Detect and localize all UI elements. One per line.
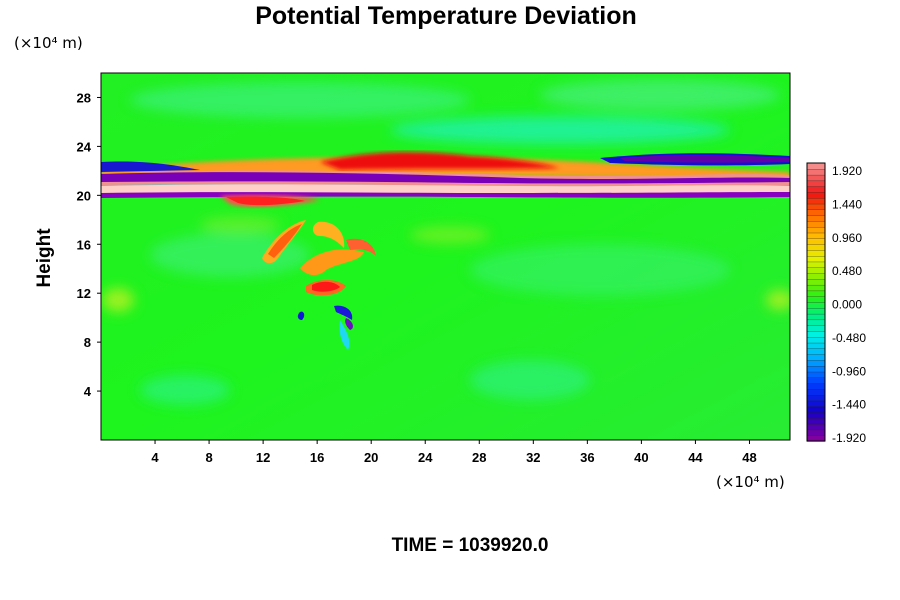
colorbar-swatch bbox=[806, 249, 826, 257]
x-tick-label: 20 bbox=[364, 450, 378, 465]
colorbar-swatch bbox=[806, 168, 826, 176]
colorbar-swatch bbox=[806, 423, 826, 431]
x-tick-label: 48 bbox=[742, 450, 756, 465]
colorbar-swatch bbox=[806, 203, 826, 210]
inversion-band bbox=[101, 152, 790, 207]
colorbar-swatch bbox=[806, 174, 826, 182]
colorbar-swatch bbox=[806, 243, 826, 251]
colorbar-frame bbox=[806, 162, 826, 442]
x-tick-label: 12 bbox=[256, 450, 270, 465]
y-tick-label: 20 bbox=[77, 188, 91, 203]
colorbar-swatch bbox=[806, 411, 826, 419]
colorbar-swatch bbox=[806, 301, 826, 309]
colorbar-tick-label: -1.440 bbox=[832, 398, 866, 412]
colorbar-swatch bbox=[806, 197, 826, 205]
x-tick-label: 32 bbox=[526, 450, 540, 465]
colorbar-swatch bbox=[806, 284, 826, 292]
y-tick-label: 24 bbox=[77, 139, 92, 154]
y-tick-label: 16 bbox=[77, 237, 91, 252]
colorbar-swatch bbox=[806, 272, 826, 280]
colorbar-swatch bbox=[806, 209, 826, 216]
heatmap-area bbox=[101, 73, 790, 440]
y-axis-label: Height bbox=[34, 228, 55, 288]
colorbar-swatch bbox=[806, 307, 826, 315]
colorbar-swatch bbox=[806, 406, 826, 413]
colorbar: 1.920 1.440 0.960 0.480 0.000 -0.480 -0.960 -1.… bbox=[806, 162, 866, 445]
colorbar-tick-label: 0.480 bbox=[832, 264, 862, 278]
colorbar-swatch bbox=[806, 400, 826, 407]
y-unit-label: (×10⁴ m) bbox=[14, 34, 83, 52]
y-tick-label: 28 bbox=[77, 90, 91, 105]
x-tick-label: 44 bbox=[688, 450, 703, 465]
x-tick-label: 24 bbox=[418, 450, 433, 465]
colorbar-tick-label: 0.000 bbox=[832, 298, 862, 312]
x-tick-label: 28 bbox=[472, 450, 486, 465]
x-tick-label: 4 bbox=[151, 450, 159, 465]
colorbar-tick-label: -0.480 bbox=[832, 331, 866, 345]
colorbar-swatch bbox=[806, 330, 826, 338]
colorbar-swatch bbox=[806, 278, 826, 286]
colorbar-swatch bbox=[806, 388, 826, 396]
colorbar-swatch bbox=[806, 261, 826, 268]
colorbar-swatch bbox=[806, 429, 826, 436]
colorbar-tick-label: 1.440 bbox=[832, 197, 862, 211]
colorbar-swatch bbox=[806, 267, 826, 274]
colorbar-swatch bbox=[806, 313, 826, 321]
colorbar-swatch bbox=[806, 162, 826, 170]
y-tick-label: 4 bbox=[84, 384, 92, 399]
colorbar-swatch bbox=[806, 382, 826, 390]
colorbar-swatch bbox=[806, 296, 826, 303]
colorbar-swatch bbox=[806, 220, 826, 228]
plot-frame bbox=[100, 72, 791, 441]
colorbar-swatch bbox=[806, 342, 826, 349]
colorbar-swatch bbox=[806, 348, 826, 355]
y-tick-label: 12 bbox=[77, 286, 91, 301]
colorbar-tick-group: 1.920 1.440 0.960 0.480 0.000 -0.480 -0.960 -1.… bbox=[832, 164, 866, 445]
colorbar-swatch bbox=[806, 359, 826, 367]
time-annotation: TIME = 1039920.0 bbox=[392, 535, 549, 556]
colorbar-swatch bbox=[806, 226, 826, 234]
y-tick-label: 8 bbox=[84, 335, 91, 350]
x-tick-label: 40 bbox=[634, 450, 648, 465]
colorbar-tick-label: -1.920 bbox=[832, 431, 866, 445]
colorbar-swatch bbox=[806, 232, 826, 239]
colorbar-swatch bbox=[806, 186, 826, 193]
colorbar-swatch bbox=[806, 353, 826, 361]
colorbar-swatch bbox=[806, 180, 826, 187]
colorbar-swatch bbox=[806, 377, 826, 384]
colorbar-swatch bbox=[806, 325, 826, 332]
colorbar-tick-label: 1.920 bbox=[832, 164, 862, 178]
y-tick-group: 4 8 12 16 20 24 28 bbox=[77, 90, 101, 399]
colorbar-swatch bbox=[806, 319, 826, 326]
x-tick-label: 8 bbox=[205, 450, 212, 465]
colorbar-swatch bbox=[806, 214, 826, 222]
colorbar-swatch bbox=[806, 365, 826, 373]
plume bbox=[262, 220, 376, 350]
colorbar-swatch bbox=[806, 238, 826, 245]
colorbar-swatch bbox=[806, 255, 826, 263]
colorbar-tick-label: 0.960 bbox=[832, 231, 862, 245]
colorbar-swatch bbox=[806, 371, 826, 378]
colorbar-swatch bbox=[806, 290, 826, 297]
x-tick-group: 4 8 12 16 20 24 28 32 36 40 44 48 bbox=[151, 440, 757, 465]
colorbar-swatch bbox=[806, 394, 826, 402]
x-tick-label: 16 bbox=[310, 450, 324, 465]
x-unit-label: (×10⁴ m) bbox=[716, 473, 785, 491]
heatmap-patches bbox=[102, 79, 790, 405]
colorbar-swatch bbox=[806, 336, 826, 344]
colorbar-tick-label: -0.960 bbox=[832, 364, 866, 378]
colorbar-swatch bbox=[806, 417, 826, 425]
colorbar-swatches bbox=[806, 162, 826, 442]
colorbar-swatch bbox=[806, 191, 826, 199]
x-tick-label: 36 bbox=[580, 450, 594, 465]
chart-title: Potential Temperature Deviation bbox=[255, 2, 637, 30]
